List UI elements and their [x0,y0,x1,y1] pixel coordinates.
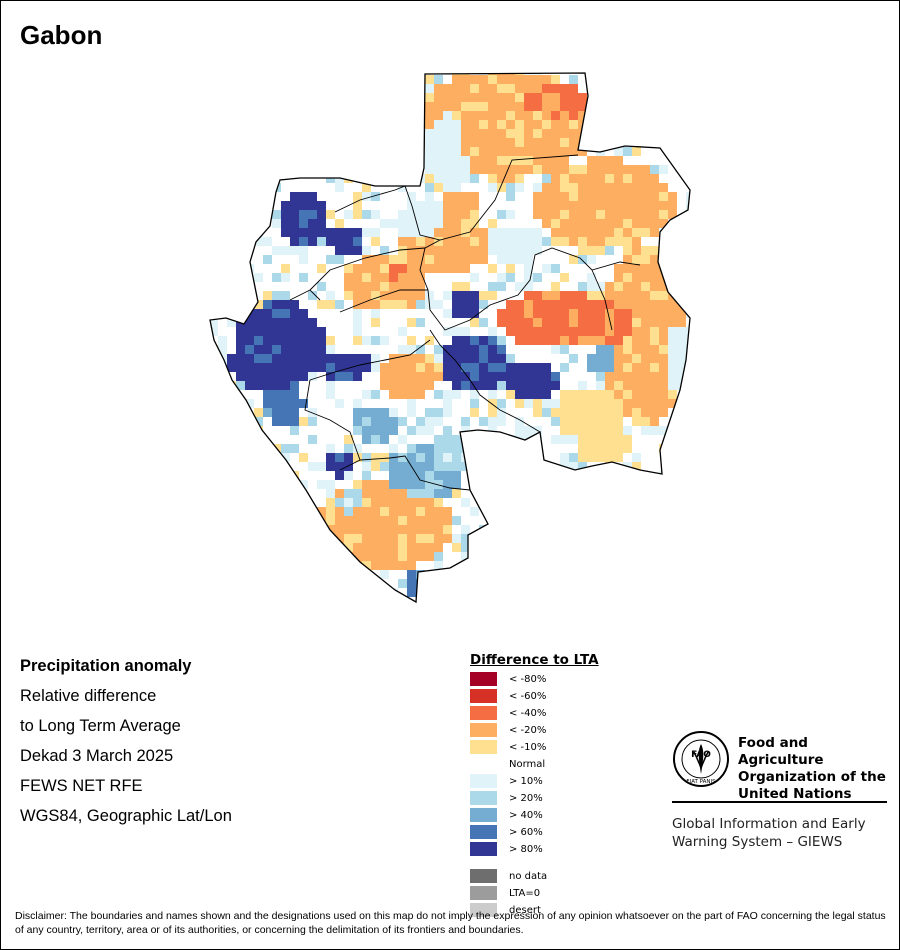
fao-logo-text: FAO [691,750,711,760]
legend-swatch [470,869,497,883]
legend-swatch [470,774,497,788]
divider [672,801,887,803]
info-line-5: WGS84, Geographic Lat/Lon [20,807,232,825]
legend-swatch [470,903,497,917]
legend-label: < -40% [509,707,547,719]
legend-label: LTA=0 [509,887,541,899]
legend-item: > 80% [470,842,543,856]
legend-item: < -80% [470,672,546,686]
legend-label: < -80% [509,673,547,685]
legend-label: < -10% [509,741,547,753]
legend-item: < -20% [470,723,546,737]
legend-item-desert: desert [470,903,541,917]
legend-item: > 10% [470,774,543,788]
legend-label: Normal [509,758,546,770]
legend-item: > 40% [470,808,543,822]
legend-swatch [470,808,497,822]
legend-item: < -60% [470,689,546,703]
legend-label: < -20% [509,724,547,736]
legend-item: < -10% [470,740,546,754]
legend: Difference to LTA < -80% < -60% < -40% <… [470,652,599,917]
org-name-line-1: Food and Agriculture [738,735,824,768]
map-info: Precipitation anomaly Relative differenc… [20,656,232,836]
anomaly-map [209,72,691,603]
org-name-line-3: United Nations [738,786,852,802]
legend-swatch [470,757,497,771]
legend-label: > 10% [509,775,543,787]
legend-title: Difference to LTA [470,652,599,668]
org-name-line-2: Organization of the [738,769,886,785]
fao-logo-motto: FIAT PANIS [686,779,716,785]
legend-swatch [470,706,497,720]
legend-swatch [470,886,497,900]
legend-swatch [470,842,497,856]
info-line-2: to Long Term Average [20,717,181,735]
legend-item-lta-zero: LTA=0 [470,886,540,900]
disclaimer: Disclaimer: The boundaries and names sho… [15,910,886,936]
legend-item: > 20% [470,791,543,805]
legend-swatch [470,740,497,754]
info-line-4: FEWS NET RFE [20,777,143,795]
legend-label: < -60% [509,690,547,702]
map-title: Gabon [20,20,103,50]
info-line-3: Dekad 3 March 2025 [20,747,174,765]
legend-swatch [470,825,497,839]
system-line-2: Warning System – GIEWS [672,834,843,850]
organization-name: Food and Agriculture Organization of the… [738,735,898,803]
system-name: Global Information and Early Warning Sys… [672,815,892,851]
legend-item: Normal [470,757,545,771]
system-line-1: Global Information and Early [672,816,866,832]
legend-swatch [470,672,497,686]
legend-item: > 60% [470,825,543,839]
legend-swatch [470,723,497,737]
legend-label: > 80% [509,843,543,855]
province-boundaries [289,154,641,491]
legend-item: < -40% [470,706,546,720]
legend-label: > 40% [509,809,543,821]
info-line-1: Relative difference [20,687,157,705]
info-heading: Precipitation anomaly [20,657,192,675]
legend-swatch [470,791,497,805]
legend-label: > 20% [509,792,543,804]
legend-label: desert [509,904,541,916]
legend-item-nodata: no data [470,869,547,883]
legend-label: no data [509,870,548,882]
anomaly-raster [210,73,690,602]
legend-label: > 60% [509,826,543,838]
fao-logo-icon: FAO FIAT PANIS [673,731,729,787]
legend-swatch [470,689,497,703]
